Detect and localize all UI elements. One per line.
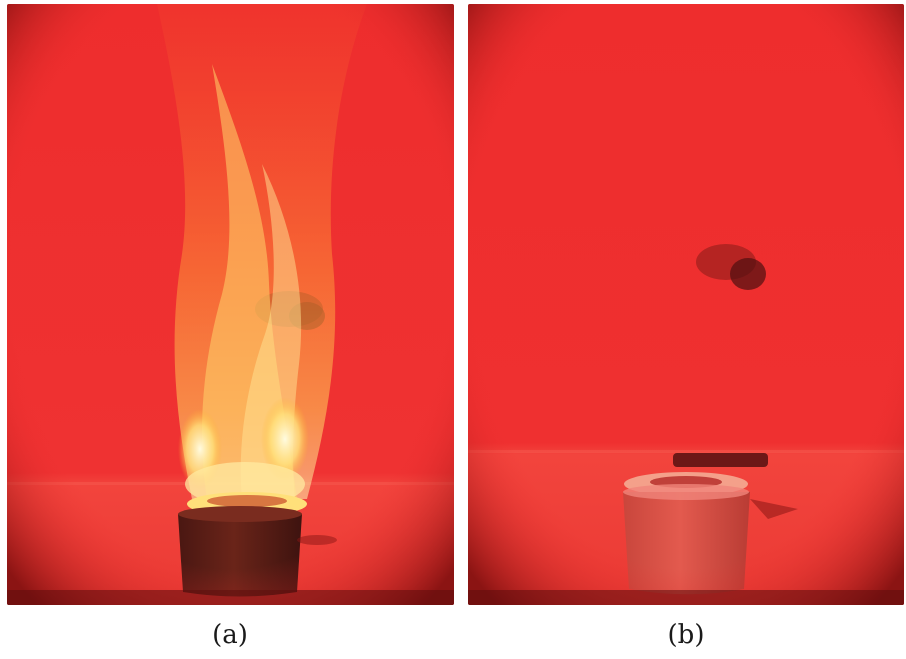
photo-b-image <box>468 4 904 605</box>
caption-a: (a) <box>212 620 248 650</box>
caption-b: (b) <box>667 620 705 650</box>
photo-panel-b <box>468 4 904 605</box>
photo-panel-a <box>7 4 454 605</box>
photo-a-image <box>7 4 454 605</box>
